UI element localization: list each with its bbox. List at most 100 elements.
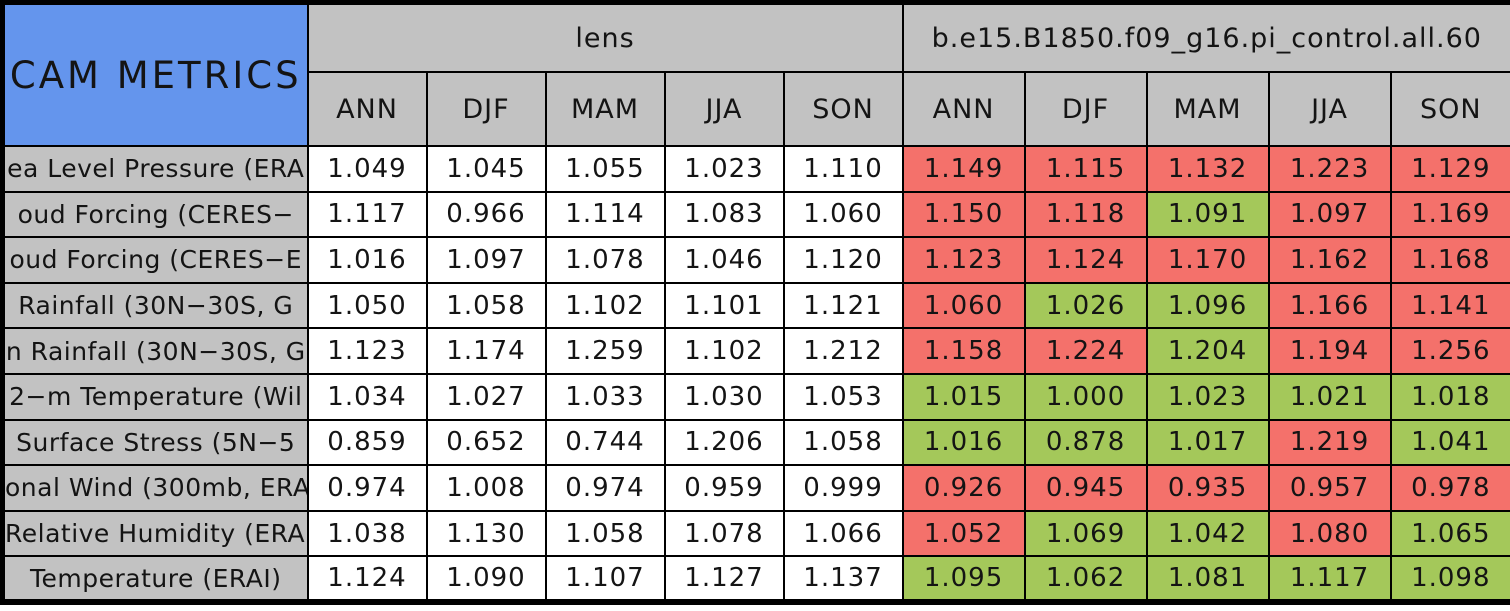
lens-value-cell: 1.078 <box>544 236 666 284</box>
lens-value-cell: 1.046 <box>663 236 785 284</box>
control-value-cell-red: 1.170 <box>1145 236 1270 284</box>
control-value-cell-red: 1.194 <box>1267 327 1392 375</box>
table-row: n Rainfall (30N−30S, G 1.123 1.174 1.259 1.1… <box>1 327 1510 375</box>
control-value-cell-red: 1.168 <box>1389 236 1510 284</box>
control-value-cell-green: 1.069 <box>1023 509 1148 558</box>
control-value-cell-red: 1.132 <box>1145 145 1270 193</box>
lens-value-cell: 1.050 <box>306 281 428 330</box>
control-value-cell-green: 1.204 <box>1145 327 1270 375</box>
control-value-cell-green: 0.878 <box>1023 418 1148 467</box>
season-header-son-control: SON <box>1389 71 1510 147</box>
table-row: Relative Humidity (ERAI 1.038 1.130 1.058 1.… <box>1 509 1510 558</box>
lens-value-cell: 1.053 <box>782 372 904 421</box>
control-value-cell-red: 1.060 <box>901 281 1026 330</box>
lens-value-cell: 1.055 <box>544 145 666 193</box>
control-value-cell-green: 1.065 <box>1389 509 1510 558</box>
lens-value-cell: 0.959 <box>663 464 785 512</box>
lens-value-cell: 0.974 <box>306 464 428 512</box>
control-value-cell-green: 1.096 <box>1145 281 1270 330</box>
table-row: oud Forcing (CERES−E 1.016 1.097 1.078 1.046… <box>1 236 1510 284</box>
metric-row-label: n Rainfall (30N−30S, G <box>1 327 309 375</box>
metric-row-label: oud Forcing (CERES−E <box>1 236 309 284</box>
control-value-cell-green: 1.095 <box>901 555 1026 603</box>
lens-value-cell: 1.127 <box>663 555 785 603</box>
control-value-cell-red: 1.158 <box>901 327 1026 375</box>
column-group-control-run: b.e15.B1850.f09_g16.pi_control.all.60 <box>901 1 1510 73</box>
lens-value-cell: 1.174 <box>425 327 547 375</box>
table-row: ea Level Pressure (ERA 1.049 1.045 1.055 1.0… <box>1 145 1510 193</box>
lens-value-cell: 1.121 <box>782 281 904 330</box>
lens-value-cell: 1.114 <box>544 190 666 239</box>
control-value-cell-red: 1.149 <box>901 145 1026 193</box>
lens-value-cell: 1.101 <box>663 281 785 330</box>
lens-value-cell: 1.137 <box>782 555 904 603</box>
lens-value-cell: 1.107 <box>544 555 666 603</box>
control-value-cell-red: 1.115 <box>1023 145 1148 193</box>
season-header-row: ANN DJF MAM JJA SON ANN DJF MAM JJA SON <box>3 71 1510 147</box>
control-value-cell-green: 1.042 <box>1145 509 1270 558</box>
control-value-cell-green: 1.062 <box>1023 555 1148 603</box>
lens-value-cell: 1.034 <box>306 372 428 421</box>
control-value-cell-red: 1.123 <box>901 236 1026 284</box>
control-value-cell-red: 1.052 <box>901 509 1026 558</box>
metric-row-label: 2−m Temperature (Wil <box>1 372 309 421</box>
control-value-cell-green: 1.117 <box>1267 555 1392 603</box>
lens-value-cell: 1.033 <box>544 372 666 421</box>
lens-value-cell: 1.049 <box>306 145 428 193</box>
control-value-cell-red: 1.224 <box>1023 327 1148 375</box>
control-value-cell-red: 1.124 <box>1023 236 1148 284</box>
control-value-cell-red: 0.978 <box>1389 464 1510 512</box>
lens-value-cell: 1.078 <box>663 509 785 558</box>
lens-value-cell: 1.124 <box>306 555 428 603</box>
lens-value-cell: 1.130 <box>425 509 547 558</box>
control-value-cell-red: 1.097 <box>1267 190 1392 239</box>
lens-value-cell: 1.206 <box>663 418 785 467</box>
lens-value-cell: 1.058 <box>425 281 547 330</box>
table-row: onal Wind (300mb, ERA 0.974 1.008 0.974 0.95… <box>1 464 1510 512</box>
metrics-table-body: ea Level Pressure (ERA 1.049 1.045 1.055 1.0… <box>1 145 1510 603</box>
lens-value-cell: 1.027 <box>425 372 547 421</box>
control-value-cell-red: 1.219 <box>1267 418 1392 467</box>
control-value-cell-red: 1.223 <box>1267 145 1392 193</box>
control-value-cell-green: 1.026 <box>1023 281 1148 330</box>
lens-value-cell: 1.058 <box>782 418 904 467</box>
control-value-cell-red: 1.118 <box>1023 190 1148 239</box>
lens-value-cell: 1.058 <box>544 509 666 558</box>
lens-value-cell: 1.008 <box>425 464 547 512</box>
lens-value-cell: 1.123 <box>306 327 428 375</box>
lens-value-cell: 1.120 <box>782 236 904 284</box>
control-value-cell-green: 1.018 <box>1389 372 1510 421</box>
control-value-cell-red: 0.957 <box>1267 464 1392 512</box>
lens-value-cell: 1.259 <box>544 327 666 375</box>
season-header-mam-control: MAM <box>1145 71 1270 147</box>
lens-value-cell: 1.102 <box>544 281 666 330</box>
control-value-cell-red: 1.166 <box>1267 281 1392 330</box>
season-header-jja-control: JJA <box>1267 71 1392 147</box>
column-group-lens: lens <box>306 1 904 73</box>
lens-value-cell: 1.212 <box>782 327 904 375</box>
season-header-djf-control: DJF <box>1023 71 1148 147</box>
control-value-cell-red: 1.162 <box>1267 236 1392 284</box>
control-value-cell-green: 1.000 <box>1023 372 1148 421</box>
lens-value-cell: 1.023 <box>663 145 785 193</box>
control-value-cell-red: 1.129 <box>1389 145 1510 193</box>
lens-value-cell: 1.090 <box>425 555 547 603</box>
control-value-cell-red: 0.945 <box>1023 464 1148 512</box>
metric-row-label: Relative Humidity (ERAI <box>1 509 309 558</box>
control-value-cell-green: 1.023 <box>1145 372 1270 421</box>
metric-row-label: Surface Stress (5N−5 <box>1 418 309 467</box>
control-value-cell-green: 1.081 <box>1145 555 1270 603</box>
lens-value-cell: 1.083 <box>663 190 785 239</box>
season-header-mam-lens: MAM <box>544 71 666 147</box>
lens-value-cell: 0.859 <box>306 418 428 467</box>
control-value-cell-red: 1.169 <box>1389 190 1510 239</box>
control-value-cell-green: 1.015 <box>901 372 1026 421</box>
lens-value-cell: 1.030 <box>663 372 785 421</box>
control-value-cell-green: 1.016 <box>901 418 1026 467</box>
season-header-djf-lens: DJF <box>425 71 547 147</box>
table-row: 2−m Temperature (Wil 1.034 1.027 1.033 1.030… <box>1 372 1510 421</box>
lens-value-cell: 1.097 <box>425 236 547 284</box>
control-value-cell-green: 1.098 <box>1389 555 1510 603</box>
